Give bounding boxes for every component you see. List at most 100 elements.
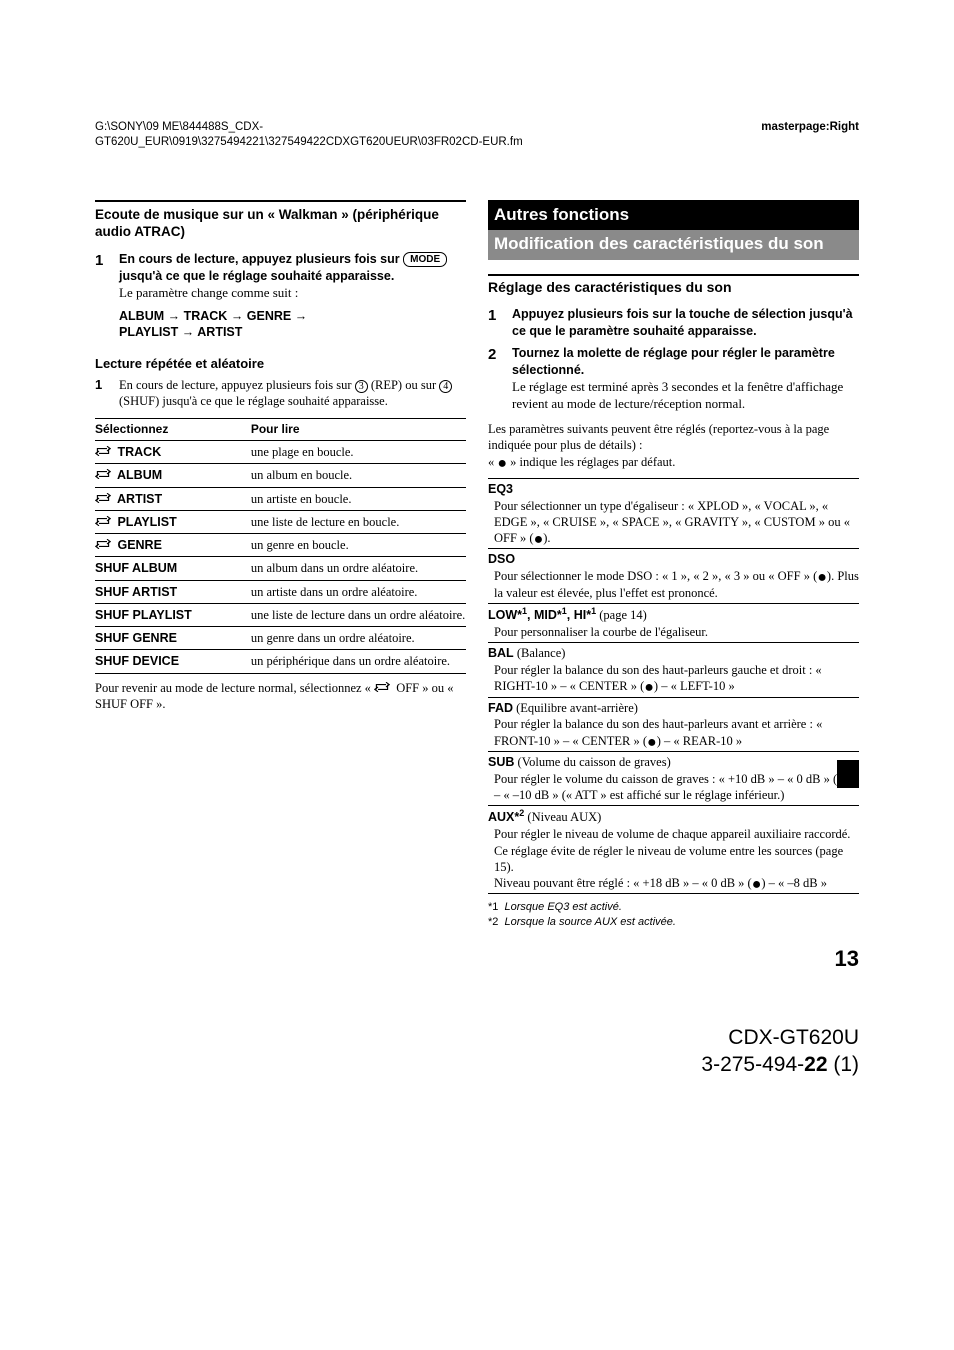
- step-number: 1: [488, 306, 502, 340]
- table-row: GENREun genre en boucle.: [95, 534, 466, 557]
- step-lead: En cours de lecture, appuyez plusieurs f…: [119, 252, 447, 283]
- param-name: FAD: [488, 701, 513, 715]
- table-row: PLAYLISTune liste de lecture en boucle.: [95, 510, 466, 533]
- mode-sequence: ALBUM → TRACK → GENRE → PLAYLIST → ARTIS…: [119, 308, 466, 341]
- param-desc: Pour régler le volume du caisson de grav…: [488, 771, 859, 804]
- param-suffix: (Balance): [514, 646, 566, 660]
- header-path-line2: GT620U_EUR\0919\3275494221\327549422CDXG…: [95, 136, 523, 148]
- mode-desc: un périphérique dans un ordre aléatoire.: [251, 650, 466, 673]
- table-row: SHUF GENREun genre dans un ordre aléatoi…: [95, 627, 466, 650]
- step-1: 1 En cours de lecture, appuyez plusieurs…: [95, 251, 466, 302]
- mode-name: SHUF DEVICE: [95, 650, 251, 673]
- mode-name: GENRE: [95, 534, 251, 557]
- table-row: ALBUMun album en boucle.: [95, 464, 466, 487]
- param-name: BAL: [488, 646, 514, 660]
- repeat-icon: [95, 493, 111, 503]
- footer: CDX-GT620U 3-275-494-22 (1): [95, 1024, 859, 1079]
- footer-model: CDX-GT620U: [95, 1024, 859, 1051]
- param-suffix: (Volume du caisson de graves): [514, 755, 670, 769]
- mode-name: SHUF GENRE: [95, 627, 251, 650]
- step-1b: 1 En cours de lecture, appuyez plusieurs…: [95, 377, 466, 410]
- param-block: SUB (Volume du caisson de graves) Pour ré…: [488, 751, 859, 805]
- param-block: FAD (Equilibre avant-arrière)Pour régler…: [488, 697, 859, 751]
- param-desc: Pour sélectionner un type d'égaliseur : …: [488, 498, 859, 547]
- footer-doc-number: 3-275-494-22 (1): [95, 1051, 859, 1078]
- mode-name: SHUF ARTIST: [95, 580, 251, 603]
- table-row: SHUF PLAYLISTune liste de lecture dans u…: [95, 603, 466, 626]
- param-name: DSO: [488, 552, 515, 566]
- param-block: BAL (Balance) Pour régler la balance du s…: [488, 642, 859, 696]
- step-2-right: 2 Tournez la molette de réglage pour rég…: [488, 345, 859, 413]
- default-note: « ● » indique les réglages par défaut.: [488, 455, 675, 469]
- repeat-icon: [95, 539, 111, 549]
- mode-name: PLAYLIST: [95, 510, 251, 533]
- step-lead: Appuyez plusieurs fois sur la touche de …: [512, 307, 853, 338]
- step-body: En cours de lecture, appuyez plusieurs f…: [119, 251, 466, 302]
- section-title-walkman: Ecoute de musique sur un « Walkman » (pé…: [95, 206, 466, 241]
- mode-name: SHUF PLAYLIST: [95, 603, 251, 626]
- footnote-2: *2 Lorsque la source AUX est activée.: [488, 915, 859, 929]
- step-number: 2: [488, 345, 502, 413]
- param-suffix: (Equilibre avant-arrière): [513, 701, 638, 715]
- param-desc: Pour régler le niveau de volume de chaqu…: [488, 826, 859, 891]
- mode-desc: une liste de lecture en boucle.: [251, 510, 466, 533]
- mode-name: ALBUM: [95, 464, 251, 487]
- left-column: Ecoute de musique sur un « Walkman » (pé…: [95, 200, 466, 974]
- content-columns: Ecoute de musique sur un « Walkman » (pé…: [95, 200, 859, 974]
- mode-name: SHUF ALBUM: [95, 557, 251, 580]
- header-masterpage: masterpage:Right: [761, 120, 859, 150]
- sub-title-repeat: Lecture répétée et aléatoire: [95, 356, 466, 373]
- step-lead: Tournez la molette de réglage pour régle…: [512, 346, 835, 377]
- mode-desc: un artiste dans un ordre aléatoire.: [251, 580, 466, 603]
- footnotes: *1 Lorsque EQ3 est activé. *2 Lorsque la…: [488, 900, 859, 929]
- header-path-line1: G:\SONY\09 ME\844488S_CDX-: [95, 121, 263, 133]
- param-block: LOW*1, MID*1, HI*1 (page 14)Pour personn…: [488, 603, 859, 642]
- table-row: TRACKune plage en boucle.: [95, 441, 466, 464]
- param-name: AUX*2: [488, 810, 524, 824]
- mode-desc: une liste de lecture dans un ordre aléat…: [251, 603, 466, 626]
- header-path: G:\SONY\09 ME\844488S_CDX- GT620U_EUR\09…: [95, 120, 523, 150]
- param-block: EQ3 Pour sélectionner un type d'égaliseur…: [488, 478, 859, 549]
- param-block: AUX*2 (Niveau AUX) Pour régler le niveau …: [488, 805, 859, 893]
- table-row: ARTISTun artiste en boucle.: [95, 487, 466, 510]
- param-name: EQ3: [488, 482, 513, 496]
- repeat-icon: [95, 446, 111, 456]
- param-desc: Pour sélectionner le mode DSO : « 1 », «…: [488, 568, 859, 601]
- repeat-icon: [95, 516, 111, 526]
- param-desc: Pour régler la balance du son des haut-p…: [488, 662, 859, 695]
- table-row: SHUF ARTISTun artiste dans un ordre aléa…: [95, 580, 466, 603]
- mode-desc: un artiste en boucle.: [251, 487, 466, 510]
- subsection-title: Réglage des caractéristiques du son: [488, 274, 859, 296]
- param-desc: Pour régler la balance du son des haut-p…: [488, 716, 859, 749]
- table-header-select: Sélectionnez: [95, 418, 251, 441]
- param-block: DSO Pour sélectionner le mode DSO : « 1 »…: [488, 548, 859, 602]
- param-name: SUB: [488, 755, 514, 769]
- step-body: Appuyez plusieurs fois sur la touche de …: [512, 306, 859, 340]
- step-detail: Le paramètre change comme suit :: [119, 285, 298, 300]
- button-3-icon: 3: [355, 380, 368, 393]
- param-desc: Pour personnaliser la courbe de l'égalis…: [488, 624, 859, 640]
- step-body: En cours de lecture, appuyez plusieurs f…: [119, 377, 466, 410]
- header: G:\SONY\09 ME\844488S_CDX- GT620U_EUR\09…: [95, 120, 859, 150]
- play-modes-table: Sélectionnez Pour lire TRACKune plage en…: [95, 418, 466, 674]
- mode-button-label: MODE: [403, 252, 447, 267]
- button-4-icon: 4: [439, 380, 452, 393]
- step-1-right: 1 Appuyez plusieurs fois sur la touche d…: [488, 306, 859, 340]
- param-suffix: (page 14): [596, 608, 647, 622]
- repeat-icon: [95, 469, 111, 479]
- chapter-title: Autres fonctions: [488, 200, 859, 230]
- mode-desc: un genre dans un ordre aléatoire.: [251, 627, 466, 650]
- right-column: Autres fonctions Modification des caract…: [488, 200, 859, 974]
- param-suffix: (Niveau AUX): [524, 810, 601, 824]
- table-row: SHUF DEVICEun périphérique dans un ordre…: [95, 650, 466, 673]
- intro-paragraph: Les paramètres suivants peuvent être rég…: [488, 421, 859, 470]
- step-detail: Le réglage est terminé après 3 secondes …: [512, 379, 843, 411]
- mode-name: ARTIST: [95, 487, 251, 510]
- divider: [488, 893, 859, 894]
- edge-tab: [837, 760, 859, 788]
- post-table-note: Pour revenir au mode de lecture normal, …: [95, 680, 466, 713]
- mode-desc: un genre en boucle.: [251, 534, 466, 557]
- step-body: Tournez la molette de réglage pour régle…: [512, 345, 859, 413]
- step-number: 1: [95, 251, 109, 302]
- page-number: 13: [488, 945, 859, 974]
